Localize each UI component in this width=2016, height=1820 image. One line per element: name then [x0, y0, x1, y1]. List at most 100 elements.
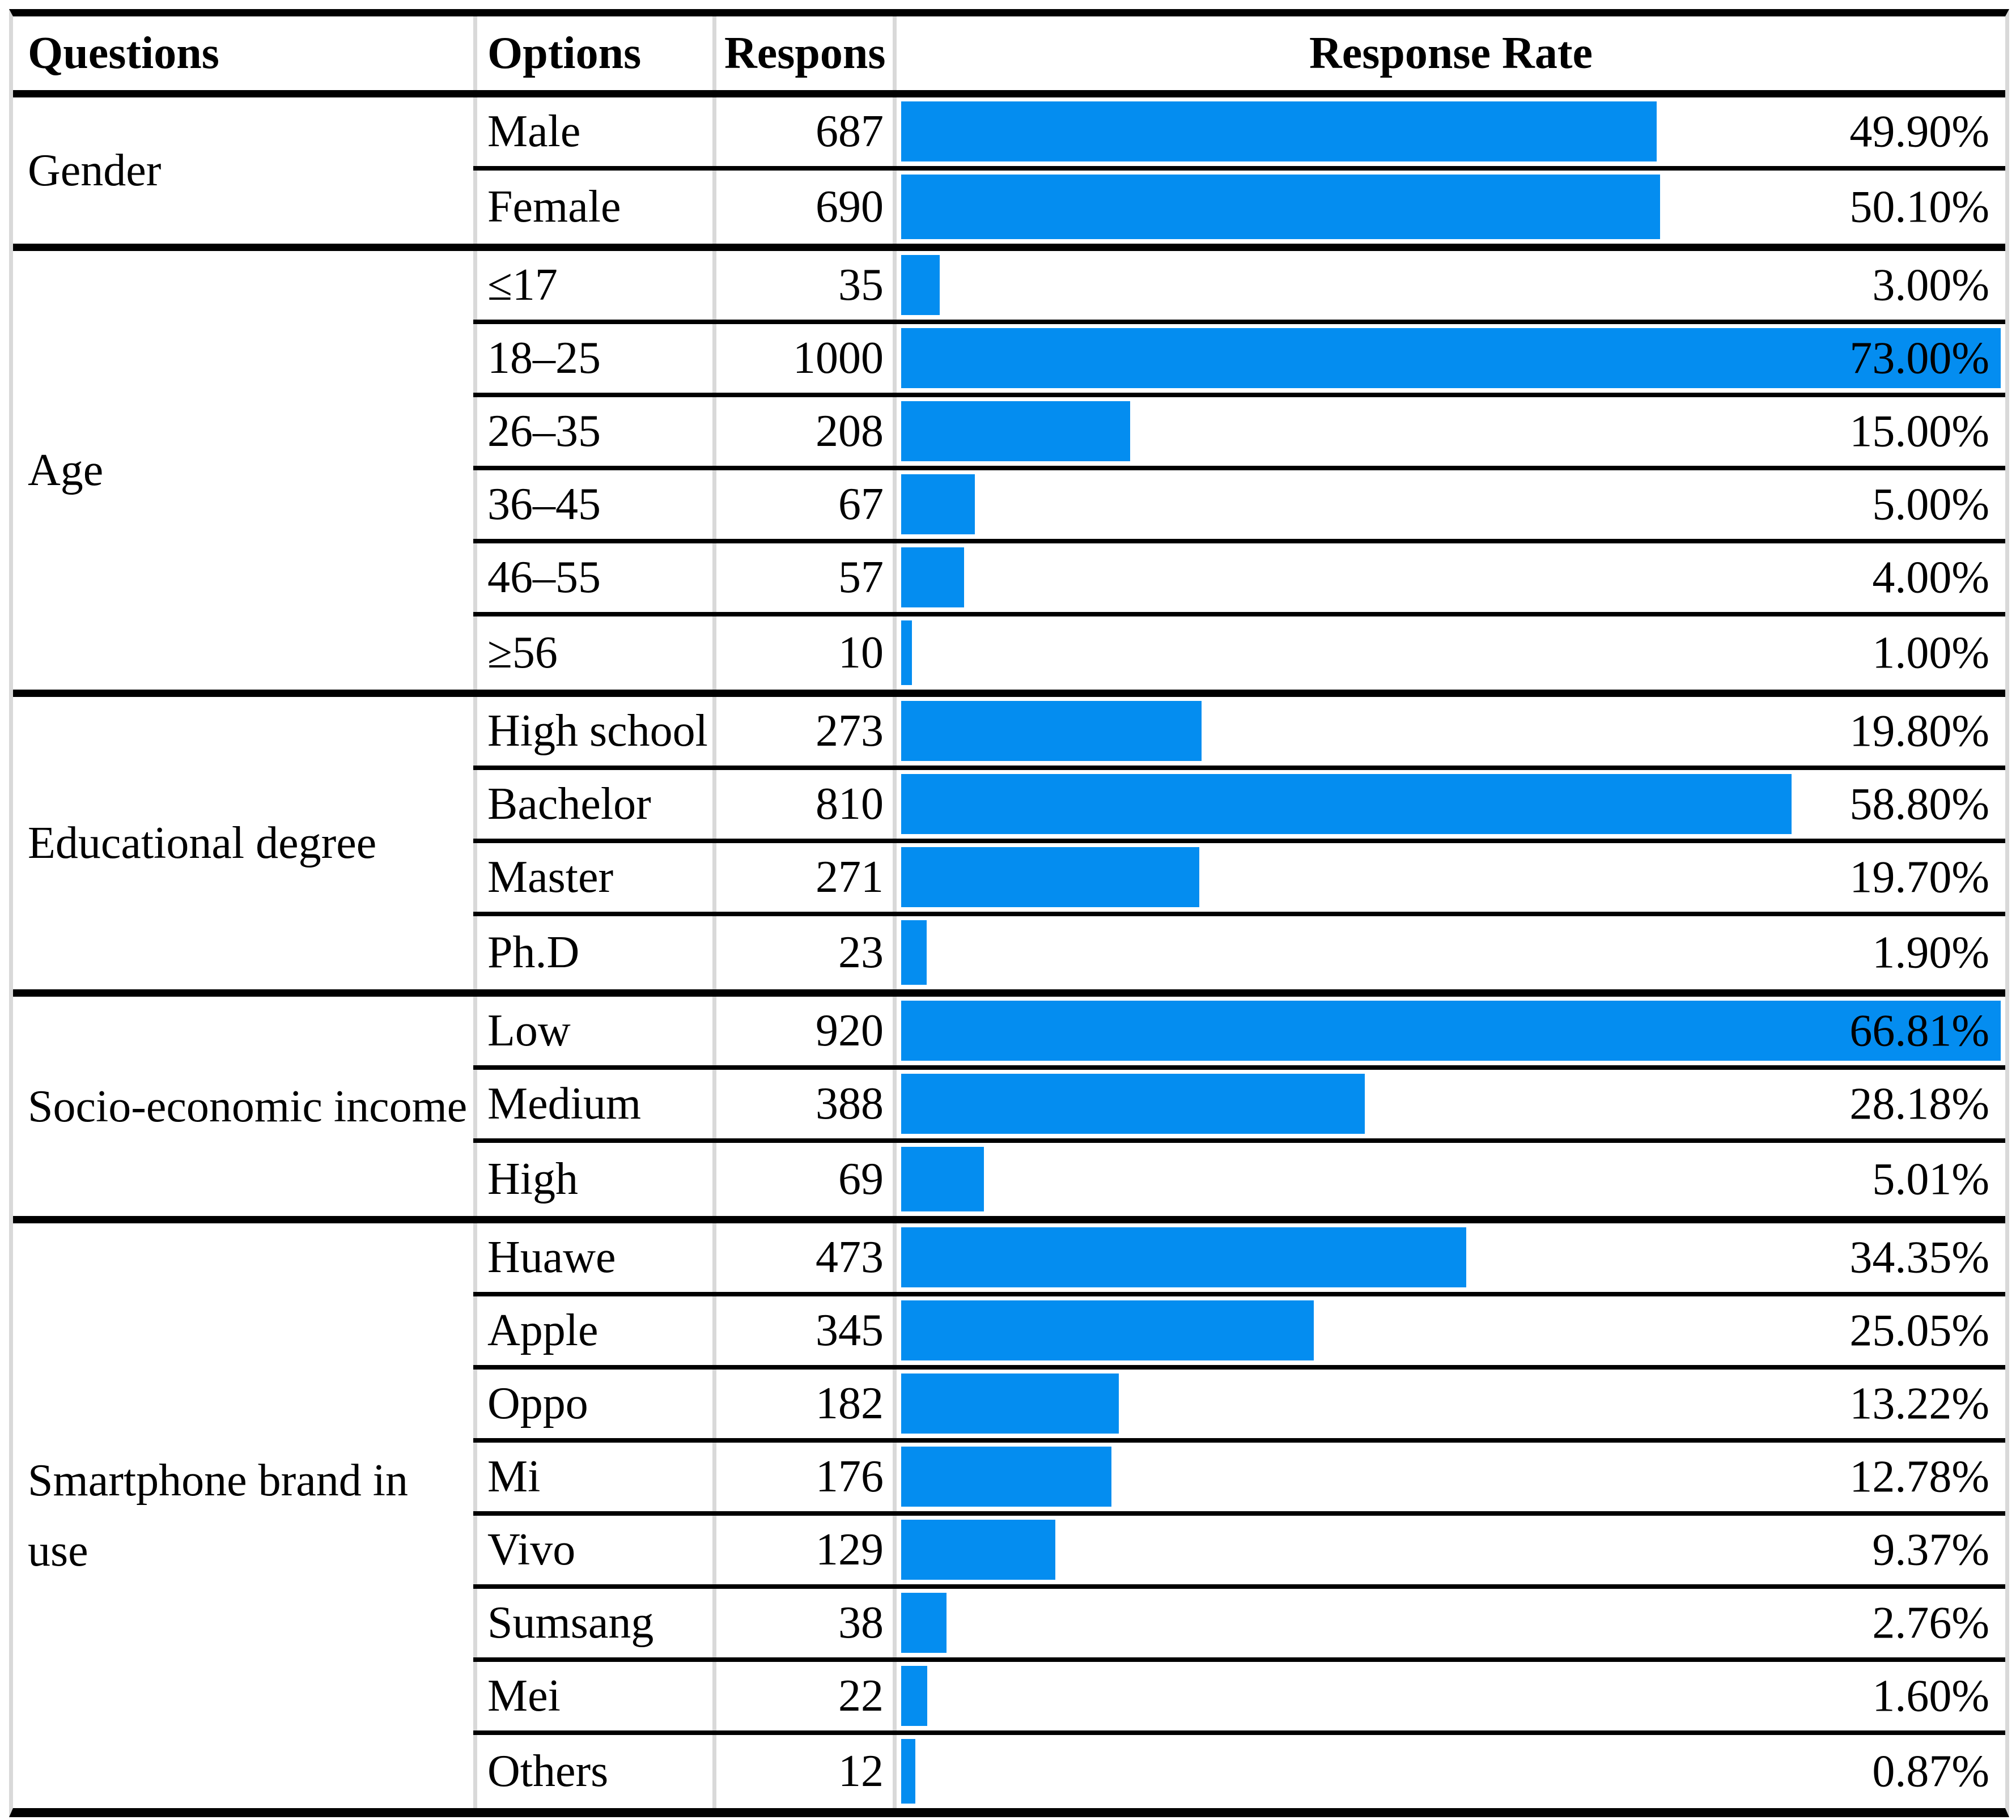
- table-row: Mei 22 1.60%: [473, 1662, 2005, 1735]
- response-rate-label: 3.00%: [1872, 260, 1989, 310]
- option-cell: Apple: [473, 1296, 712, 1365]
- response-rate-cell: 3.00%: [893, 251, 2005, 320]
- responses-cell: 176: [712, 1443, 893, 1511]
- response-rate-bar: [901, 1520, 1055, 1580]
- response-rate-bar: [901, 1227, 1467, 1287]
- response-rate-label: 5.00%: [1872, 479, 1989, 529]
- table-body: Gender Male 687 49.90% Female 690 50.10% Age ≤17…: [13, 97, 2005, 1808]
- responses-cell: 473: [712, 1223, 893, 1292]
- responses-cell: 35: [712, 251, 893, 320]
- table-row: Low 920 66.81%: [473, 997, 2005, 1070]
- question-group: Age ≤17 35 3.00% 18–25 1000 73.00% 26–35 208 15.0…: [13, 251, 2005, 697]
- table-row: 46–55 57 4.00%: [473, 543, 2005, 616]
- response-rate-label: 1.60%: [1872, 1671, 1989, 1721]
- response-rate-label: 73.00%: [1849, 333, 1989, 383]
- table-row: 36–45 67 5.00%: [473, 470, 2005, 543]
- responses-cell: 273: [712, 697, 893, 766]
- response-rate-cell: 13.22%: [893, 1370, 2005, 1438]
- response-rate-bar: [901, 255, 940, 315]
- responses-cell: 208: [712, 397, 893, 466]
- response-rate-cell: 15.00%: [893, 397, 2005, 466]
- option-cell: Ph.D: [473, 916, 712, 989]
- option-cell: Sumsang: [473, 1589, 712, 1657]
- response-rate-cell: 19.70%: [893, 843, 2005, 912]
- response-rate-label: 25.05%: [1849, 1306, 1989, 1355]
- option-cell: Male: [473, 97, 712, 166]
- response-rate-cell: 73.00%: [893, 324, 2005, 393]
- response-rate-cell: 25.05%: [893, 1296, 2005, 1365]
- response-rate-label: 0.87%: [1872, 1746, 1989, 1796]
- responses-cell: 38: [712, 1589, 893, 1657]
- question-cell: Socio-economic income: [28, 1081, 468, 1132]
- option-cell: 26–35: [473, 397, 712, 466]
- table-row: Oppo 182 13.22%: [473, 1370, 2005, 1443]
- responses-cell: 687: [712, 97, 893, 166]
- responses-cell: 388: [712, 1070, 893, 1138]
- table-row: Sumsang 38 2.76%: [473, 1589, 2005, 1662]
- option-cell: Huawe: [473, 1223, 712, 1292]
- responses-cell: 69: [712, 1143, 893, 1216]
- responses-cell: 182: [712, 1370, 893, 1438]
- response-rate-cell: 2.76%: [893, 1589, 2005, 1657]
- responses-cell: 810: [712, 770, 893, 839]
- table-row: Others 12 0.87%: [473, 1735, 2005, 1808]
- option-cell: Vivo: [473, 1516, 712, 1584]
- group-rows: Low 920 66.81% Medium 388 28.18% High 69 5.01%: [473, 997, 2005, 1216]
- response-rate-label: 12.78%: [1849, 1452, 1989, 1502]
- option-cell: 36–45: [473, 470, 712, 539]
- response-rate-bar: [901, 774, 1792, 834]
- question-cell: Age: [28, 445, 104, 495]
- table-row: Medium 388 28.18%: [473, 1070, 2005, 1143]
- response-rate-cell: 0.87%: [893, 1735, 2005, 1808]
- response-rate-label: 49.90%: [1849, 107, 1989, 156]
- option-cell: Master: [473, 843, 712, 912]
- option-cell: Female: [473, 171, 712, 244]
- response-rate-label: 4.00%: [1872, 552, 1989, 602]
- table-row: Vivo 129 9.37%: [473, 1516, 2005, 1589]
- responses-cell: 345: [712, 1296, 893, 1365]
- response-rate-bar: [901, 1074, 1365, 1134]
- response-rate-label: 19.70%: [1849, 852, 1989, 902]
- header-responses: Respons: [712, 16, 893, 90]
- question-cell: Smartphone brand in use: [28, 1456, 408, 1576]
- option-cell: Bachelor: [473, 770, 712, 839]
- response-rate-bar: [901, 1373, 1119, 1434]
- header-response-rate: Response Rate: [893, 16, 2005, 90]
- responses-cell: 690: [712, 171, 893, 244]
- option-cell: Medium: [473, 1070, 712, 1138]
- response-rate-cell: 12.78%: [893, 1443, 2005, 1511]
- response-rate-label: 5.01%: [1872, 1154, 1989, 1204]
- response-rate-bar: [901, 1593, 947, 1653]
- responses-cell: 129: [712, 1516, 893, 1584]
- response-rate-label: 19.80%: [1849, 706, 1989, 756]
- response-rate-cell: 19.80%: [893, 697, 2005, 766]
- table-row: ≤17 35 3.00%: [473, 251, 2005, 324]
- response-rate-label: 50.10%: [1849, 182, 1989, 232]
- option-cell: Mei: [473, 1662, 712, 1730]
- response-rate-cell: 9.37%: [893, 1516, 2005, 1584]
- table-header-row: Questions Options Respons Response Rate: [13, 16, 2005, 97]
- table-row: Female 690 50.10%: [473, 171, 2005, 244]
- response-rate-cell: 58.80%: [893, 770, 2005, 839]
- question-group: Socio-economic income Low 920 66.81% Medium 3…: [13, 997, 2005, 1223]
- responses-cell: 10: [712, 616, 893, 690]
- option-cell: High school: [473, 697, 712, 766]
- response-rate-cell: 1.60%: [893, 1662, 2005, 1730]
- responses-cell: 271: [712, 843, 893, 912]
- table-row: Master 271 19.70%: [473, 843, 2005, 916]
- group-rows: ≤17 35 3.00% 18–25 1000 73.00% 26–35 208 15.00% 3…: [473, 251, 2005, 690]
- table-row: Ph.D 23 1.90%: [473, 916, 2005, 989]
- responses-cell: 12: [712, 1735, 893, 1808]
- option-cell: ≥56: [473, 616, 712, 690]
- response-rate-bar: [901, 620, 912, 685]
- option-cell: 46–55: [473, 543, 712, 612]
- responses-cell: 23: [712, 916, 893, 989]
- response-rate-label: 28.18%: [1849, 1079, 1989, 1129]
- response-rate-label: 9.37%: [1872, 1525, 1989, 1575]
- demographics-table: Questions Options Respons Response Rate …: [9, 9, 2009, 1817]
- option-cell: Mi: [473, 1443, 712, 1511]
- response-rate-cell: 34.35%: [893, 1223, 2005, 1292]
- response-rate-cell: 5.01%: [893, 1143, 2005, 1216]
- response-rate-bar: [901, 1147, 984, 1211]
- response-rate-bar: [901, 101, 1657, 161]
